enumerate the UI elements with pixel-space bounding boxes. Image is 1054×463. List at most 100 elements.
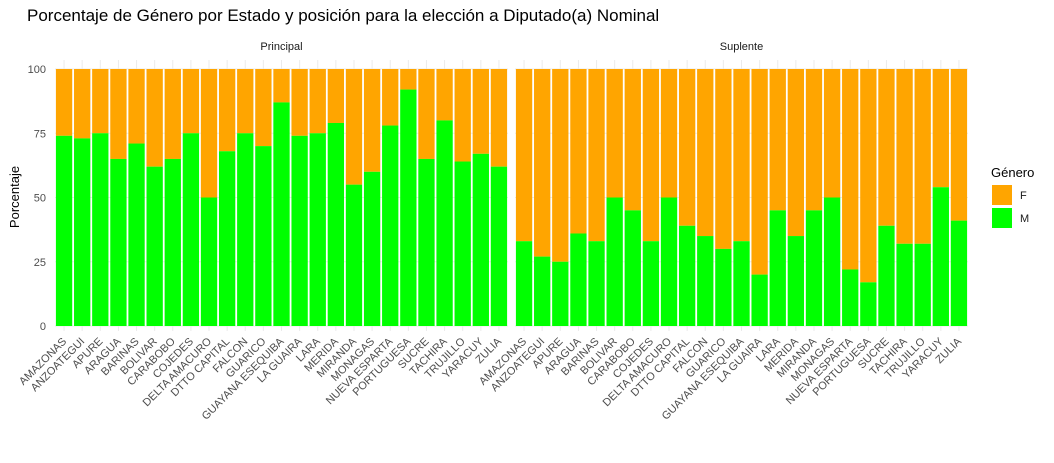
bar-f [164, 69, 181, 159]
bar-f [382, 69, 399, 126]
bar-m [146, 166, 163, 326]
bar-m [55, 135, 73, 326]
bar-f [823, 69, 841, 198]
bar-m [237, 133, 254, 326]
bar-m [345, 184, 363, 326]
bar-m [534, 256, 551, 326]
bar-f [363, 69, 381, 172]
bar-m [751, 274, 768, 326]
panels: PrincipalAMAZONASANZOATEGUIAPUREARAGUABA… [17, 41, 968, 423]
bar-m [932, 187, 949, 326]
panel-principal: PrincipalAMAZONASANZOATEGUIAPUREARAGUABA… [17, 41, 508, 423]
bar-m [950, 220, 968, 326]
bar-m [128, 143, 145, 326]
bar-m [805, 210, 823, 326]
bar-f [490, 69, 508, 167]
bar-f [110, 69, 127, 159]
bar-m [515, 241, 533, 326]
bar-m [454, 161, 471, 326]
legend-item-m: M [992, 208, 1029, 228]
bar-m [660, 197, 678, 326]
bar-f [436, 69, 453, 121]
bar-m [490, 166, 508, 326]
bar-m [363, 171, 381, 326]
bar-m [678, 225, 696, 326]
bar-f [787, 69, 805, 237]
bar-m [769, 210, 786, 326]
bar-f [128, 69, 145, 144]
legend-key [992, 208, 1012, 228]
bar-f [418, 69, 435, 159]
bar-m [787, 236, 805, 326]
bar-m [624, 210, 641, 326]
panel-suplente: SuplenteAMAZONASANZOATEGUIAPUREARAGUABAR… [477, 41, 968, 423]
bar-f [805, 69, 823, 211]
bar-f [570, 69, 587, 234]
bar-m [200, 197, 218, 326]
bar-f [552, 69, 569, 262]
bar-f [624, 69, 641, 211]
bar-f [842, 69, 859, 270]
panel-strip-label: Suplente [720, 41, 763, 53]
bar-f [932, 69, 949, 188]
bar-m [733, 241, 750, 326]
bar-f [588, 69, 605, 242]
bar-m [164, 158, 181, 326]
bar-m [327, 122, 345, 326]
bar-f [860, 69, 877, 283]
bar-f [678, 69, 696, 226]
bar-m [588, 241, 605, 326]
bar-m [400, 89, 417, 326]
y-axis-label: Porcentaje [7, 166, 22, 228]
bar-f [534, 69, 551, 257]
bar-f [273, 69, 290, 103]
bar-f [74, 69, 91, 139]
bar-f [769, 69, 786, 211]
y-tick-label: 25 [34, 257, 46, 269]
bar-m [382, 125, 399, 326]
bar-f [454, 69, 471, 162]
bar-m [860, 282, 877, 326]
bar-f [515, 69, 533, 242]
bar-f [237, 69, 254, 134]
legend-label: F [1020, 190, 1027, 202]
legend: Género FM [991, 165, 1034, 228]
bar-m [842, 269, 859, 326]
bar-f [400, 69, 417, 90]
bar-m [642, 241, 660, 326]
bar-m [436, 120, 453, 327]
bar-m [697, 236, 714, 326]
bar-m [309, 133, 326, 326]
legend-label: M [1020, 213, 1029, 225]
bar-m [472, 153, 489, 326]
legend-title: Género [991, 165, 1034, 180]
bar-m [914, 243, 931, 326]
bar-f [472, 69, 489, 154]
bar-f [327, 69, 345, 123]
bar-f [218, 69, 236, 152]
bar-f [642, 69, 660, 242]
bar-f [146, 69, 163, 167]
bar-m [878, 225, 895, 326]
bar-m [74, 138, 91, 326]
bar-m [273, 102, 290, 326]
bar-m [570, 233, 587, 326]
bar-f [92, 69, 109, 134]
bar-f [55, 69, 73, 136]
legend-key [992, 185, 1012, 205]
bar-m [182, 133, 200, 326]
bar-f [255, 69, 272, 147]
bar-f [697, 69, 714, 237]
bar-f [345, 69, 363, 185]
bar-f [733, 69, 750, 242]
bar-m [606, 197, 623, 326]
bar-m [218, 151, 236, 326]
bar-m [552, 261, 569, 326]
bar-m [418, 158, 435, 326]
bar-f [896, 69, 913, 244]
bar-f [751, 69, 768, 275]
bar-m [896, 243, 913, 326]
bar-f [200, 69, 218, 198]
bar-f [606, 69, 623, 198]
